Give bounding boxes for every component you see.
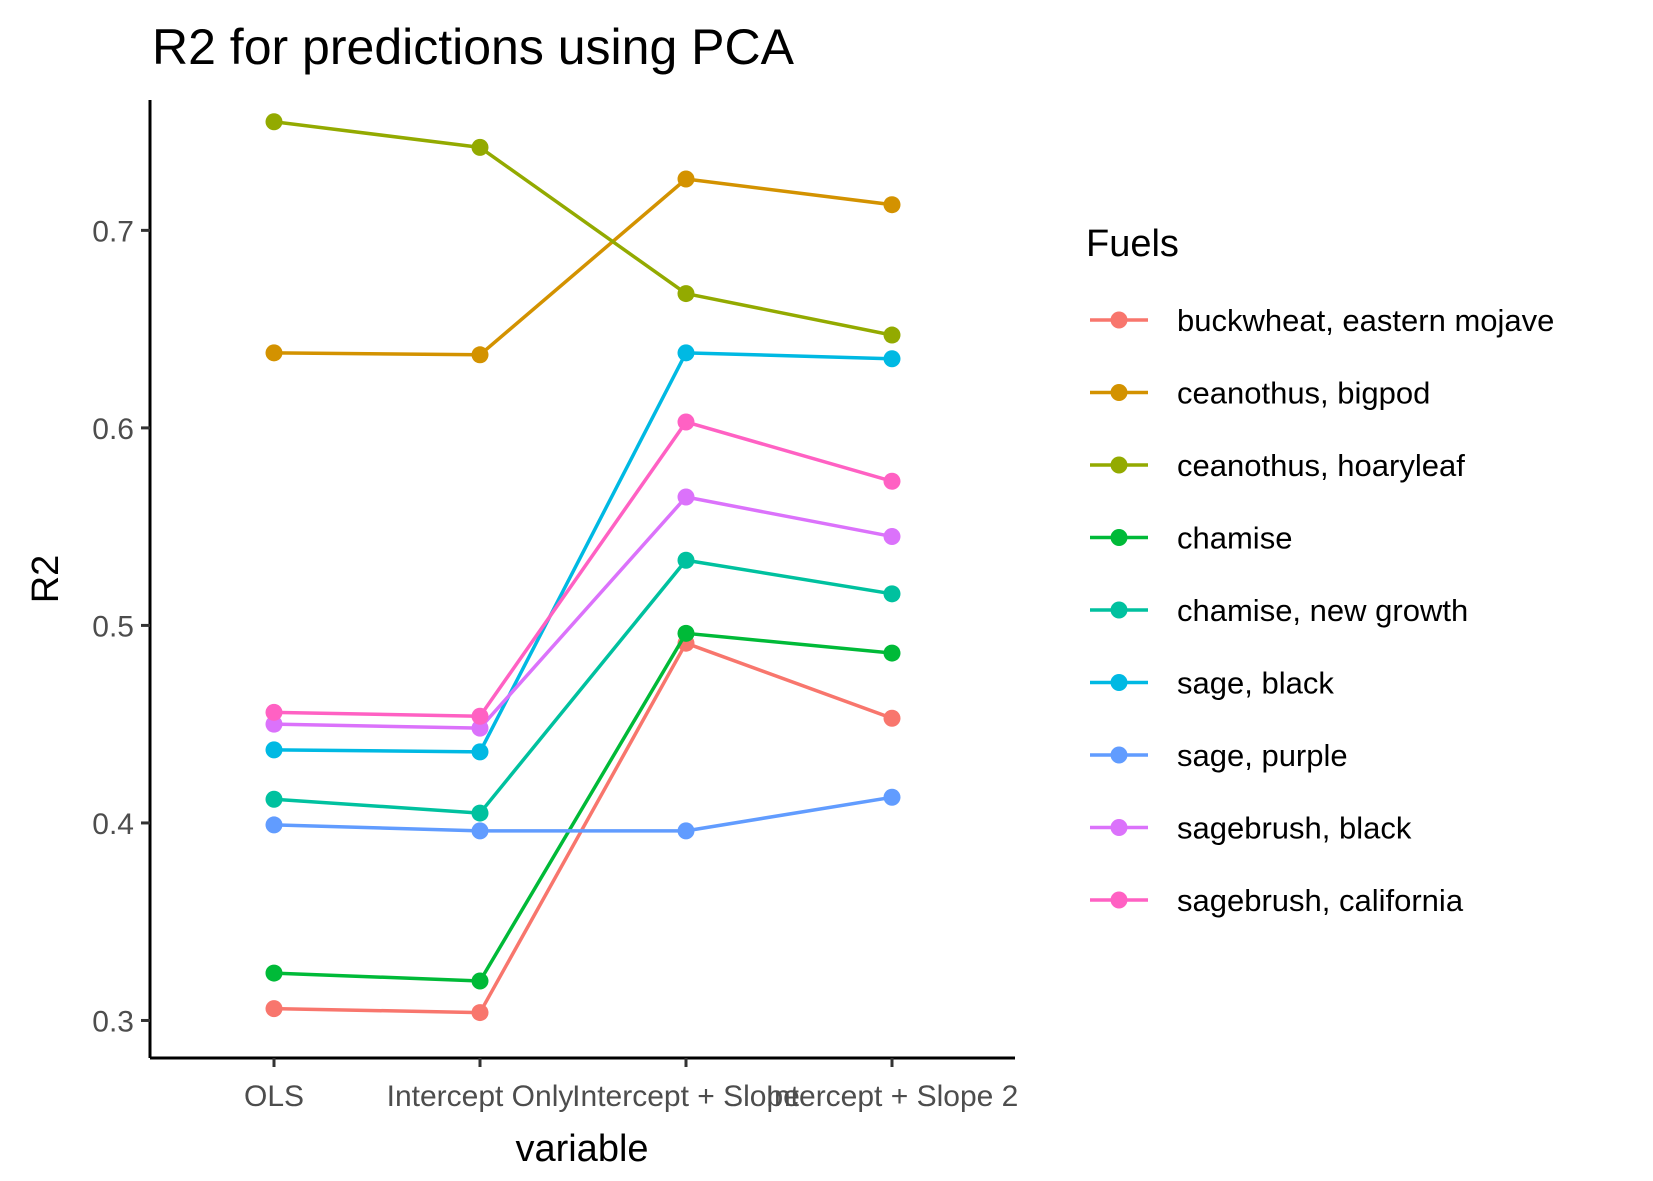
legend-item: ceanothus, bigpod	[1090, 376, 1430, 411]
x-tick-label: Intercept + Slope	[572, 1080, 800, 1113]
data-point	[883, 788, 901, 806]
series-line	[273, 420, 893, 719]
data-point	[677, 488, 695, 506]
legend-item: sage, purple	[1090, 738, 1348, 773]
legend: Fuels buckwheat, eastern mojave ceanothus…	[1086, 223, 1554, 918]
data-point	[471, 138, 489, 156]
data-point	[883, 326, 901, 344]
data-point	[677, 170, 695, 188]
plot-area	[265, 113, 901, 1022]
data-point	[677, 285, 695, 303]
series-line	[273, 495, 893, 730]
legend-key-point	[1110, 456, 1128, 474]
legend-title: Fuels	[1086, 223, 1179, 265]
data-point	[265, 703, 283, 721]
series-3	[265, 624, 901, 990]
series-line	[273, 558, 893, 815]
series-line	[273, 351, 893, 754]
data-point	[883, 644, 901, 662]
legend-key-point	[1110, 601, 1128, 619]
series-line	[273, 631, 893, 983]
data-point	[265, 790, 283, 808]
data-point	[883, 350, 901, 368]
series-line	[273, 795, 893, 833]
y-axis-ticks: 0.3 0.4 0.5 0.6 0.7	[92, 215, 150, 1038]
legend-key-point	[1110, 891, 1128, 909]
legend-item: sagebrush, black	[1090, 811, 1412, 846]
data-point	[883, 196, 901, 214]
data-point	[471, 707, 489, 725]
legend-label: buckwheat, eastern mojave	[1177, 303, 1554, 338]
data-point	[883, 709, 901, 727]
legend-key-point	[1110, 529, 1128, 546]
axes	[148, 100, 1015, 1060]
y-tick-label: 0.6	[92, 413, 134, 446]
data-point	[677, 822, 695, 840]
series-4	[265, 551, 901, 822]
y-tick-label: 0.7	[92, 215, 134, 248]
data-point	[265, 741, 283, 759]
chart-title: R2 for predictions using PCA	[152, 19, 795, 75]
data-point	[677, 413, 695, 431]
legend-key-point	[1110, 746, 1128, 764]
data-point	[883, 472, 901, 490]
legend-label: sagebrush, black	[1177, 811, 1412, 846]
data-point	[883, 585, 901, 603]
data-point	[471, 1004, 489, 1022]
x-tick-label: Intercept + Slope 2	[766, 1080, 1019, 1113]
x-tick-label: Intercept Only	[387, 1080, 574, 1113]
series-2	[265, 113, 901, 344]
legend-label: ceanothus, bigpod	[1177, 376, 1430, 411]
legend-key-point	[1110, 674, 1128, 691]
series-8	[265, 413, 901, 725]
y-axis-title: R2	[25, 555, 67, 604]
data-point	[265, 715, 283, 733]
data-point	[677, 344, 695, 362]
data-point	[471, 743, 489, 761]
y-tick-label: 0.4	[92, 808, 134, 841]
series-line	[273, 641, 893, 1015]
legend-item: sagebrush, california	[1090, 883, 1464, 918]
data-point	[883, 528, 901, 546]
series-5	[265, 344, 901, 761]
data-point	[265, 113, 283, 131]
x-axis-title: variable	[515, 1128, 648, 1170]
legend-key-point	[1110, 819, 1128, 836]
legend-key-point	[1110, 384, 1128, 401]
data-point	[265, 816, 283, 834]
legend-label: chamise	[1177, 521, 1292, 556]
data-point	[471, 822, 489, 840]
data-point	[471, 804, 489, 822]
series-7	[265, 488, 901, 737]
legend-label: sage, black	[1177, 666, 1334, 701]
legend-label: ceanothus, hoaryleaf	[1177, 448, 1465, 483]
data-point	[677, 624, 695, 642]
legend-item: ceanothus, hoaryleaf	[1090, 448, 1465, 483]
x-tick-label: OLS	[244, 1080, 304, 1113]
data-point	[471, 346, 489, 364]
series-line	[273, 177, 893, 357]
data-point	[265, 344, 283, 362]
series-1	[265, 170, 901, 364]
legend-item: chamise, new growth	[1090, 593, 1468, 628]
legend-item: sage, black	[1090, 666, 1334, 701]
legend-label: chamise, new growth	[1177, 593, 1468, 628]
legend-label: sage, purple	[1177, 738, 1348, 773]
series-line	[273, 119, 893, 337]
y-tick-label: 0.5	[92, 610, 134, 643]
legend-item: buckwheat, eastern mojave	[1090, 303, 1554, 338]
legend-label: sagebrush, california	[1177, 883, 1464, 918]
data-point	[265, 964, 283, 982]
data-point	[677, 551, 695, 569]
y-tick-label: 0.3	[92, 1005, 134, 1038]
data-point	[471, 719, 489, 737]
series-6	[265, 788, 901, 840]
data-point	[265, 1000, 283, 1018]
legend-item: chamise	[1090, 521, 1292, 556]
legend-key-point	[1110, 311, 1128, 329]
data-point	[471, 972, 489, 990]
